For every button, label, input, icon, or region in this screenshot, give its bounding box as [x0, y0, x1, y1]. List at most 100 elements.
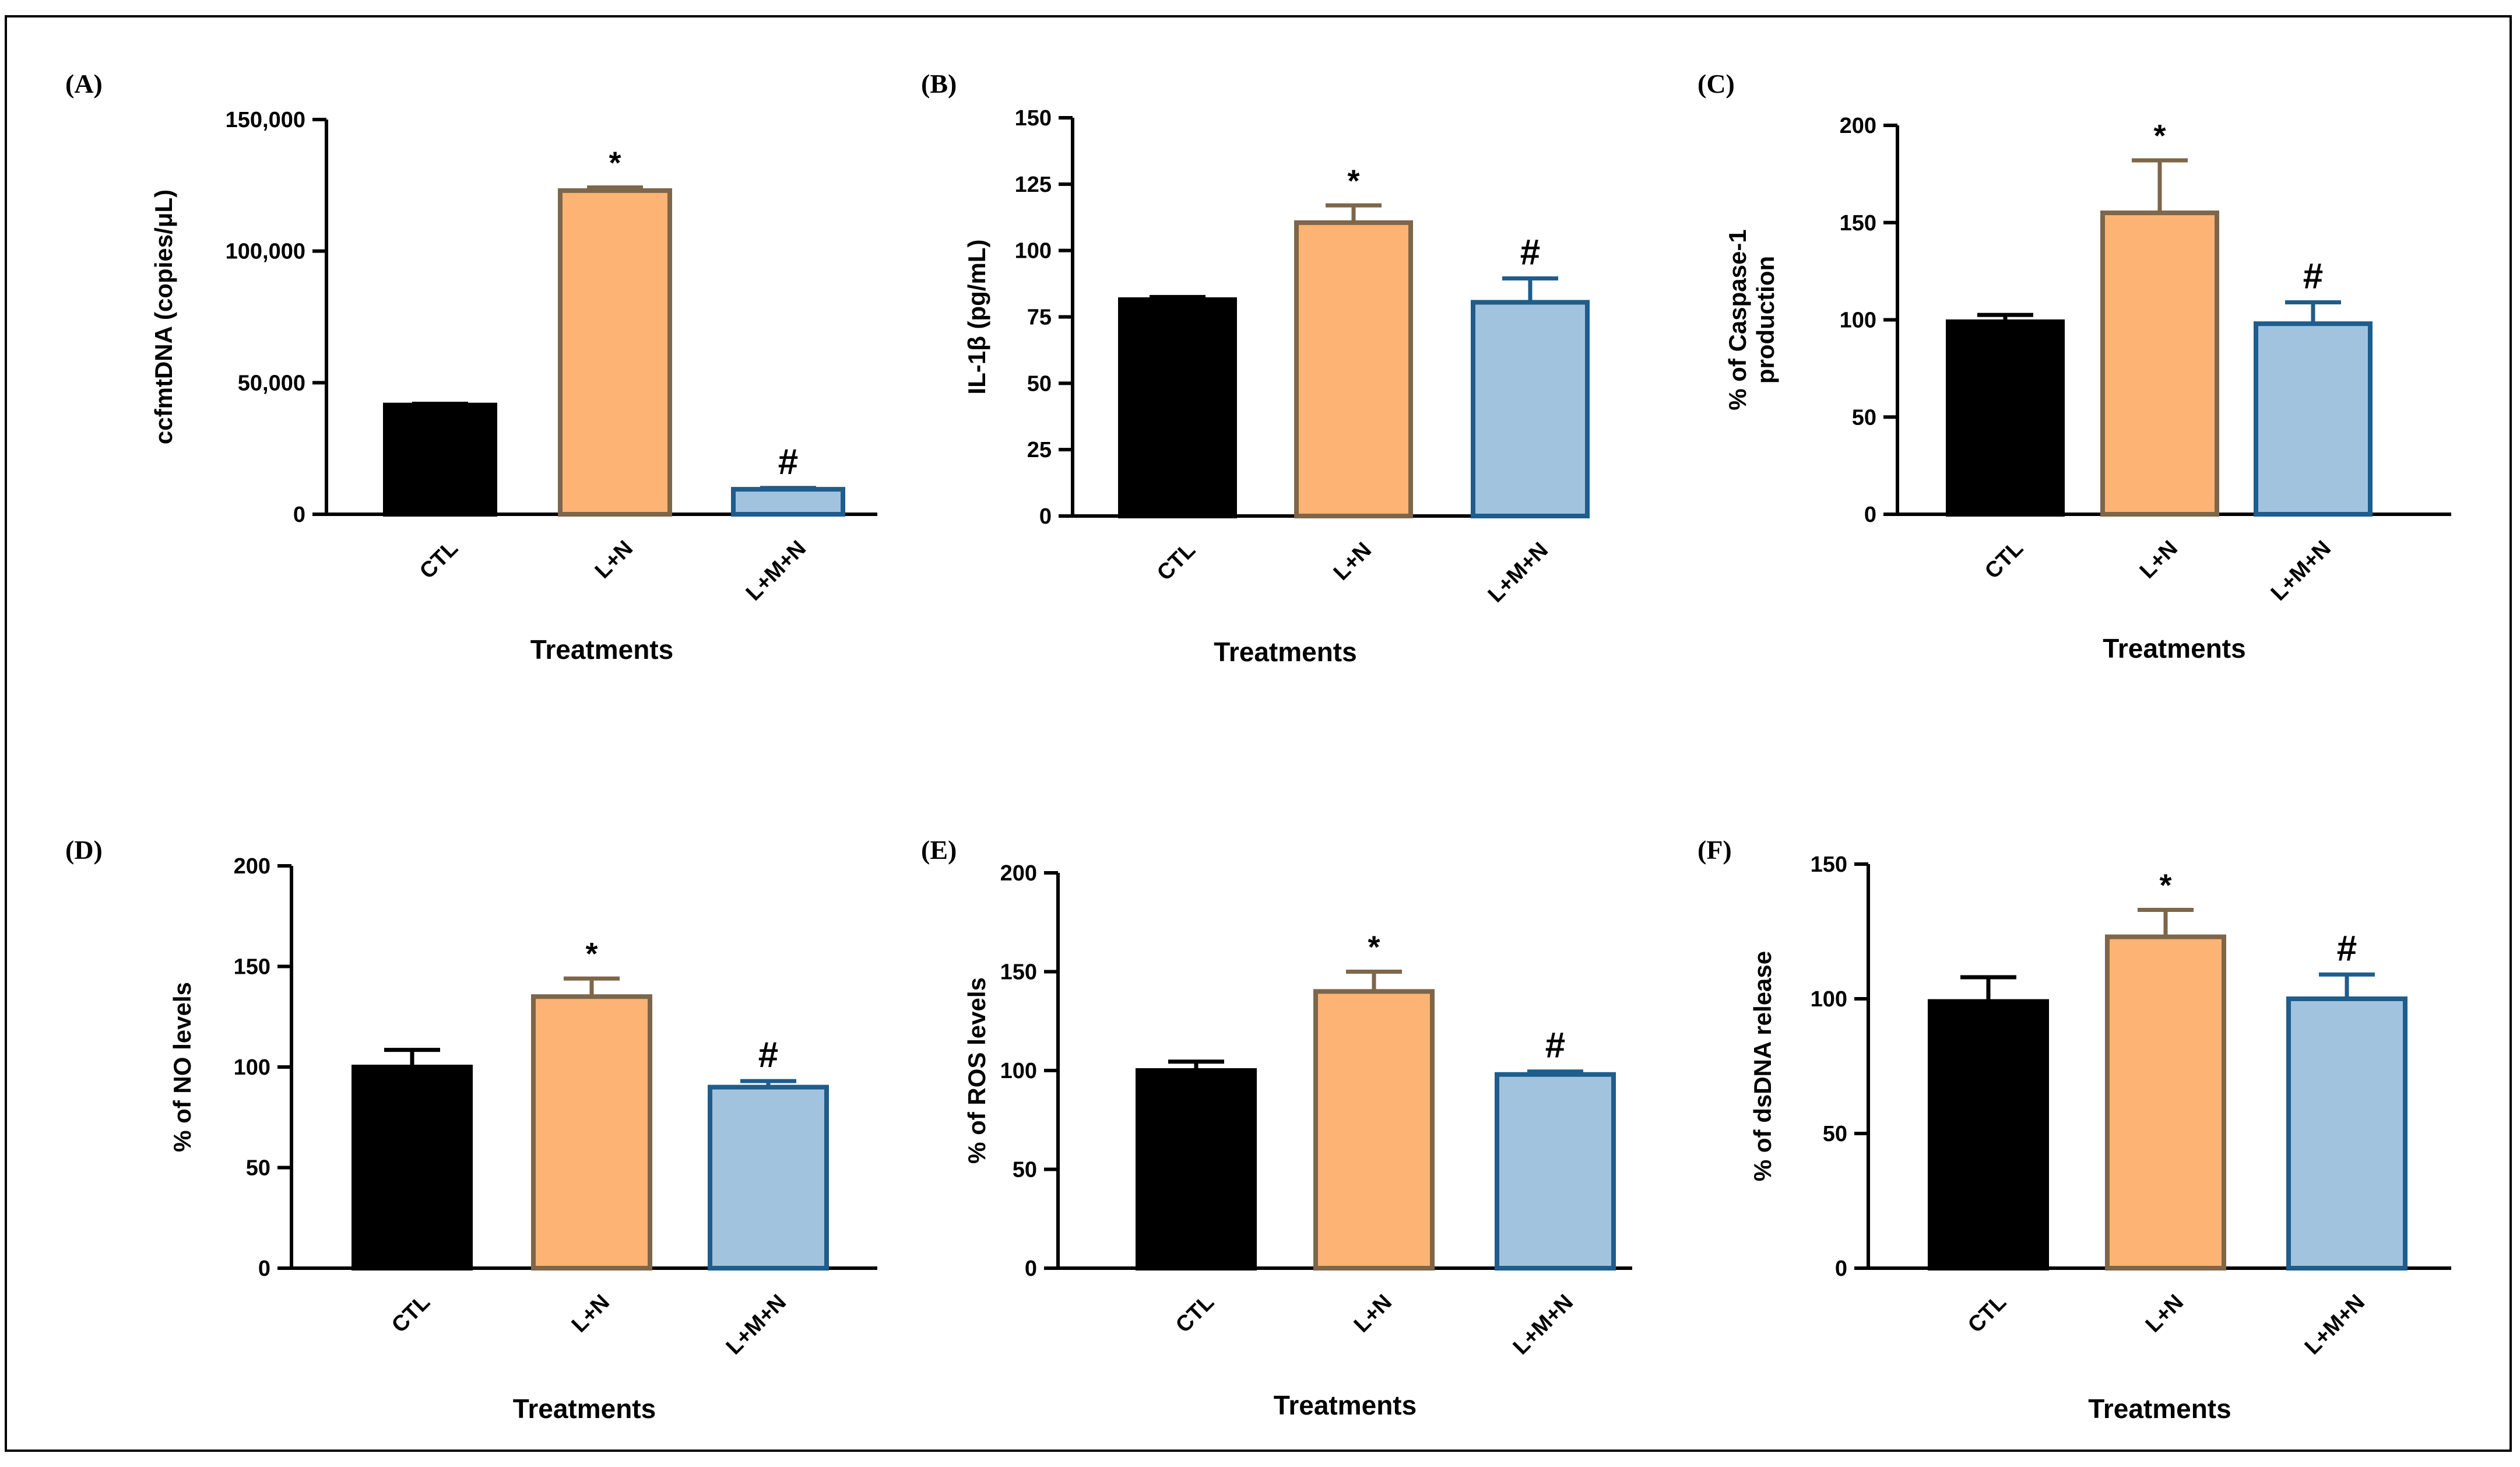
y-axis-label: % of Caspase-1production — [1724, 229, 1779, 410]
y-tick-label: 0 — [293, 503, 305, 527]
y-tick-label: 100 — [234, 1055, 270, 1080]
y-tick-label: 150 — [1840, 211, 1876, 236]
y-tick-label: 50 — [1852, 405, 1876, 430]
y-tick-label: 125 — [1015, 173, 1052, 197]
bar — [531, 994, 652, 1271]
panel-label: (F) — [1697, 835, 1732, 865]
significance-mark: # — [1545, 1026, 1565, 1066]
bar — [1294, 220, 1413, 518]
y-axis-label: % of dsDNA release — [1749, 951, 1776, 1181]
y-axis-label: % of NO levels — [168, 982, 196, 1152]
bar — [1118, 297, 1237, 518]
bar — [708, 1085, 829, 1271]
category-label: L+M+N — [1484, 538, 1553, 607]
significance-mark: * — [2153, 118, 2166, 153]
category-label: L+M+N — [741, 536, 811, 605]
panel-label: (C) — [1697, 69, 1735, 99]
y-tick-label: 50 — [246, 1156, 270, 1181]
category-label: CTL — [1152, 538, 1200, 585]
y-axis-label: % of ROS levels — [963, 977, 990, 1164]
x-axis-label: Treatments — [1214, 637, 1356, 667]
panel-label: (A) — [65, 69, 103, 99]
figure-frame — [5, 15, 2512, 1452]
panel-label: (B) — [921, 69, 957, 99]
y-tick-label: 50 — [1823, 1122, 1847, 1146]
y-tick-label: 200 — [1000, 861, 1037, 886]
category-label: L+N — [2135, 536, 2182, 583]
y-axis-label-line: production — [1752, 256, 1779, 384]
x-axis-label: Treatments — [513, 1394, 656, 1424]
bar — [2100, 210, 2219, 517]
category-label: CTL — [1963, 1290, 2011, 1338]
significance-mark: * — [1347, 163, 1359, 198]
significance-mark: * — [1368, 930, 1380, 965]
panel-label: (D) — [65, 835, 103, 865]
y-tick-label: 100 — [1000, 1059, 1037, 1083]
chart-panel-f: (F) 0 50 100 150 CTL * L+N # L+M+N Treatments % of … — [1697, 835, 2451, 1424]
y-tick-label: 200 — [1840, 114, 1876, 138]
y-tick-label: 100 — [1840, 308, 1876, 333]
category-label: L+N — [1349, 1290, 1397, 1337]
bar — [1928, 999, 2049, 1271]
bar — [1495, 1072, 1616, 1271]
x-axis-label: Treatments — [2088, 1394, 2231, 1424]
bar — [2286, 996, 2407, 1271]
y-tick-label: 75 — [1027, 306, 1052, 330]
bar — [352, 1065, 473, 1271]
category-label: L+N — [2141, 1290, 2188, 1337]
category-label: CTL — [387, 1290, 435, 1338]
y-tick-label: 100 — [1015, 239, 1052, 264]
y-tick-label: 100,000 — [226, 240, 305, 264]
y-tick-label: 50 — [1013, 1158, 1037, 1182]
panel-label: (E) — [921, 835, 957, 865]
y-tick-label: 150 — [234, 955, 270, 980]
chart-panel-b: (B) 0 25 50 75 100 125 150 CTL * L+N # L+M+N Treatmen… — [921, 69, 1590, 667]
significance-mark: # — [2303, 256, 2323, 296]
category-label: L+M+N — [1509, 1290, 1578, 1359]
y-tick-label: 50 — [1027, 371, 1052, 396]
category-label: L+N — [591, 536, 638, 583]
category-label: CTL — [415, 536, 463, 584]
y-tick-label: 150 — [1000, 960, 1037, 985]
bar — [1946, 319, 2065, 517]
chart-panel-c: (C) 0 50 100 150 200 CTL * L+N # L+M+N Treatments % … — [1697, 69, 2451, 664]
chart-panel-a: (A) 0 50,000 100,000 150,000 CTL * L+N # L+M+N Tre… — [65, 69, 877, 665]
y-tick-label: 0 — [1039, 504, 1052, 529]
y-axis-label: IL-1β (pg/mL) — [963, 240, 990, 395]
significance-mark: # — [2337, 928, 2357, 968]
category-label: CTL — [1171, 1290, 1219, 1338]
category-label: CTL — [1980, 536, 2028, 584]
y-tick-label: 150 — [1015, 106, 1052, 131]
x-axis-label: Treatments — [1274, 1390, 1417, 1420]
y-tick-label: 0 — [1835, 1257, 1847, 1281]
significance-mark: * — [609, 145, 621, 180]
bar — [383, 402, 497, 517]
bar — [1136, 1068, 1257, 1271]
y-tick-label: 0 — [1864, 503, 1876, 527]
y-tick-label: 150,000 — [226, 108, 305, 132]
x-axis-label: Treatments — [530, 634, 673, 665]
category-label: L+M+N — [2266, 536, 2336, 605]
y-tick-label: 200 — [234, 854, 270, 879]
y-tick-label: 0 — [1025, 1257, 1037, 1281]
y-tick-label: 50,000 — [238, 371, 305, 395]
significance-mark: * — [585, 936, 598, 971]
bar — [1471, 300, 1590, 518]
category-label: L+M+N — [722, 1290, 791, 1359]
chart-panel-d: (D) 0 50 100 150 200 CTL * L+N # L+M+N Treatments % … — [65, 835, 877, 1424]
y-tick-label: 100 — [1811, 987, 1847, 1012]
y-tick-label: 25 — [1027, 438, 1052, 462]
y-tick-label: 0 — [258, 1257, 270, 1281]
y-axis-label-line: % of Caspase-1 — [1724, 229, 1751, 410]
bar — [2105, 934, 2226, 1271]
significance-mark: * — [2159, 868, 2171, 903]
category-label: L+M+N — [2300, 1290, 2370, 1359]
chart-panel-e: (E) 0 50 100 150 200 CTL * L+N # L+M+N Treatments % … — [921, 835, 1632, 1420]
y-tick-label: 150 — [1811, 852, 1847, 877]
significance-mark: # — [758, 1035, 778, 1075]
y-axis-label: ccfmtDNA (copies/μL) — [150, 189, 177, 444]
bar — [731, 487, 845, 517]
category-label: L+N — [1329, 538, 1376, 585]
significance-mark: # — [1520, 232, 1540, 272]
